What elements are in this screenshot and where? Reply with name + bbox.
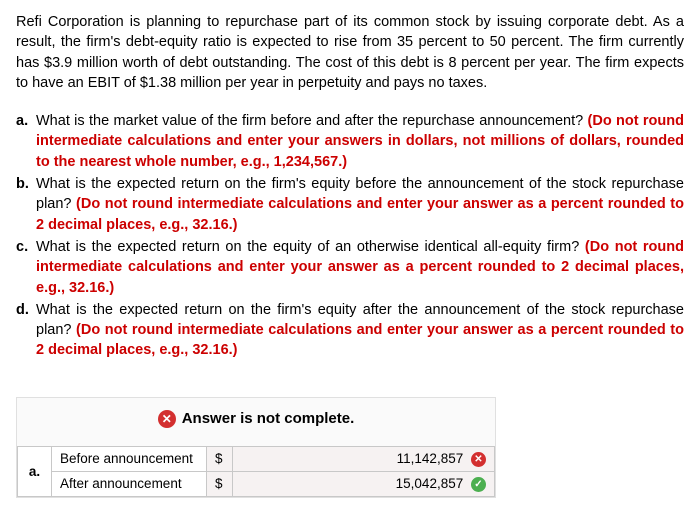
- question-body: What is the market value of the firm bef…: [36, 111, 684, 172]
- wrong-icon: ✕: [471, 452, 486, 467]
- question-body: What is the expected return on the equit…: [36, 237, 684, 298]
- currency-symbol: $: [207, 446, 233, 471]
- question-letter: b.: [16, 174, 36, 235]
- answer-value: 15,042,857: [396, 476, 464, 491]
- question-body: What is the expected return on the firm'…: [36, 174, 684, 235]
- question-instruction: (Do not round intermediate calculations …: [36, 322, 684, 358]
- question-letter: c.: [16, 237, 36, 298]
- answer-table: a. Before announcement $ 11,142,857 ✕ Af…: [17, 446, 495, 497]
- question-body: What is the expected return on the firm'…: [36, 300, 684, 361]
- question-list: a. What is the market value of the firm …: [16, 111, 684, 361]
- answer-desc: Before announcement: [52, 446, 207, 471]
- answer-value-cell[interactable]: 15,042,857 ✓: [233, 471, 495, 496]
- question-letter: a.: [16, 111, 36, 172]
- question-item: b. What is the expected return on the fi…: [16, 174, 684, 235]
- problem-intro: Refi Corporation is planning to repurcha…: [16, 12, 684, 93]
- question-text: What is the market value of the firm bef…: [36, 113, 588, 129]
- question-instruction: (Do not round intermediate calculations …: [36, 196, 684, 232]
- question-item: d. What is the expected return on the fi…: [16, 300, 684, 361]
- answer-value: 11,142,857: [397, 451, 464, 466]
- question-item: c. What is the expected return on the eq…: [16, 237, 684, 298]
- currency-symbol: $: [207, 471, 233, 496]
- question-text: What is the expected return on the equit…: [36, 239, 585, 255]
- answer-desc: After announcement: [52, 471, 207, 496]
- table-row: After announcement $ 15,042,857 ✓: [18, 471, 495, 496]
- answer-value-cell[interactable]: 11,142,857 ✕: [233, 446, 495, 471]
- answer-status-header: ✕ Answer is not complete.: [17, 398, 495, 446]
- answer-panel: ✕ Answer is not complete. a. Before annou…: [16, 397, 496, 498]
- answer-row-label: a.: [18, 446, 52, 496]
- question-letter: d.: [16, 300, 36, 361]
- table-row: a. Before announcement $ 11,142,857 ✕: [18, 446, 495, 471]
- answer-status-text: Answer is not complete.: [182, 410, 355, 427]
- incomplete-icon: ✕: [158, 410, 176, 428]
- correct-icon: ✓: [471, 477, 486, 492]
- question-item: a. What is the market value of the firm …: [16, 111, 684, 172]
